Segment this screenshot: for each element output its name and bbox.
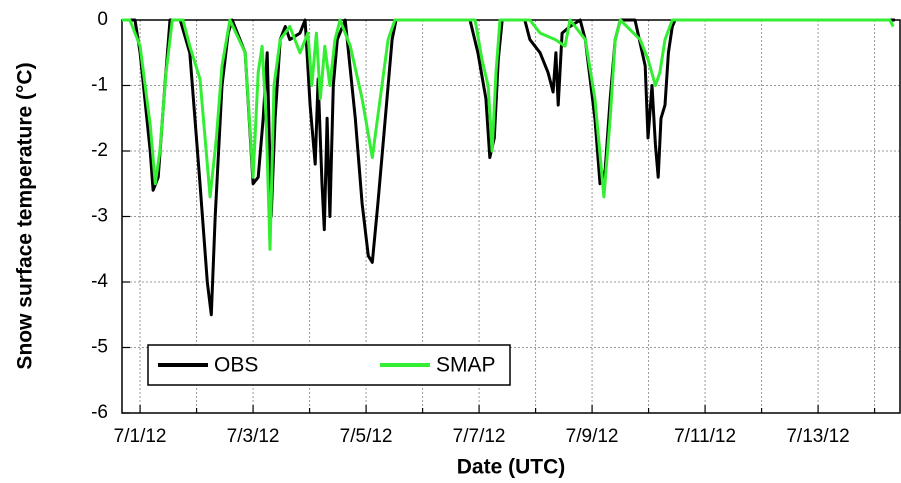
y-tick-label: -2 xyxy=(91,140,108,161)
x-tick-label: 7/7/12 xyxy=(453,426,506,447)
y-tick-label: -1 xyxy=(91,75,108,96)
line-series xyxy=(122,18,895,251)
y-tick-label: -5 xyxy=(91,337,108,358)
legend-label: SMAP xyxy=(436,354,496,377)
x-tick-label: 7/3/12 xyxy=(227,426,280,447)
x-tick-label: 7/11/12 xyxy=(674,426,736,447)
y-tick-label: -4 xyxy=(91,271,108,292)
legend-box xyxy=(147,344,511,386)
x-tick-label: 7/9/12 xyxy=(566,426,619,447)
legend-label: OBS xyxy=(214,354,258,377)
y-axis-title: Snow surface temperature (°C) xyxy=(14,62,37,369)
x-tick-label: 7/5/12 xyxy=(340,426,393,447)
y-tick-label: -6 xyxy=(91,402,108,423)
x-tick-label: 7/13/12 xyxy=(786,426,849,447)
y-tick-label: 0 xyxy=(97,9,108,30)
line-series xyxy=(122,18,895,317)
y-tick-label: -3 xyxy=(91,206,108,227)
x-axis-title: Date (UTC) xyxy=(457,456,566,479)
x-tick-label: 7/1/12 xyxy=(114,426,167,447)
